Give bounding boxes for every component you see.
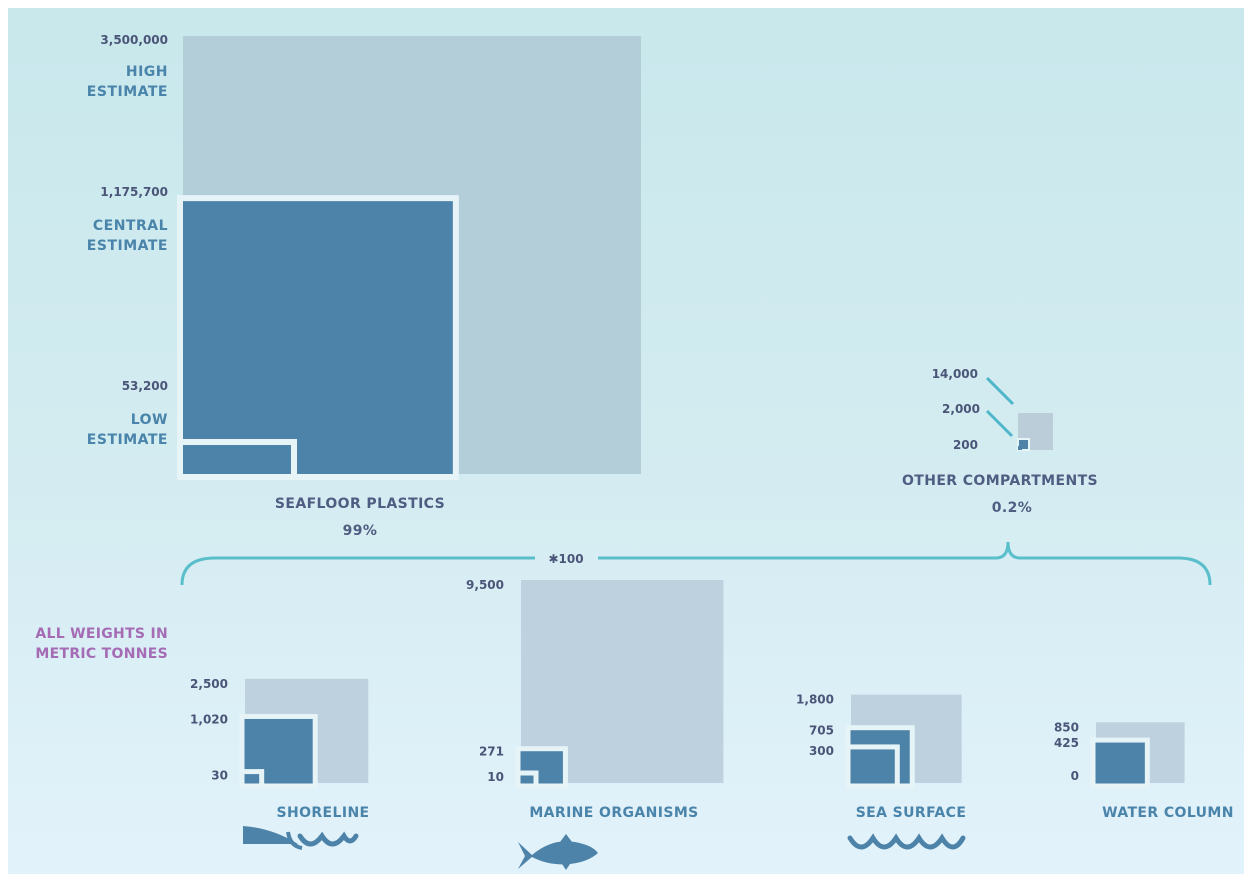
marine-organisms-high-value: 9,500 bbox=[466, 578, 504, 592]
marine-organisms-central-value: 271 bbox=[479, 745, 504, 759]
marine-organisms-title: MARINE ORGANISMS bbox=[529, 805, 698, 821]
marine-organisms-low-square bbox=[515, 770, 539, 789]
compartments-detail: 2,500 1,020 30 SHORELINE 9,500 271 10 MARINE OR… bbox=[190, 578, 1234, 821]
sea-surface-title: SEA SURFACE bbox=[856, 805, 967, 821]
scale-factor-label: ✱100 bbox=[548, 552, 583, 566]
high-estimate-label-2: ESTIMATE bbox=[87, 84, 168, 100]
other-central-value: 2,000 bbox=[942, 402, 980, 416]
other-compartments-group: 14,000 2,000 200 OTHER COMPARTMENTS 0.2% bbox=[902, 367, 1098, 516]
units-note-line-2: METRIC TONNES bbox=[35, 646, 168, 662]
water-column-central-square bbox=[1090, 737, 1150, 789]
sea-surface-high-value: 1,800 bbox=[796, 693, 834, 707]
water-column-high-value: 850 bbox=[1054, 720, 1079, 734]
seafloor-central-square bbox=[177, 195, 459, 480]
seafloor-group: 3,500,000 HIGH ESTIMATE 1,175,700 CENTRA… bbox=[87, 33, 641, 539]
water-column-title: WATER COLUMN bbox=[1102, 805, 1234, 821]
shoreline-low-value: 30 bbox=[211, 769, 228, 783]
low-estimate-label-1: LOW bbox=[131, 412, 168, 428]
seafloor-low-value: 53,200 bbox=[122, 379, 168, 393]
shoreline-low-square bbox=[239, 769, 265, 789]
seafloor-high-value: 3,500,000 bbox=[100, 33, 168, 47]
other-high-value: 14,000 bbox=[932, 367, 978, 381]
seafloor-low-square bbox=[177, 438, 298, 480]
central-estimate-label-2: ESTIMATE bbox=[87, 238, 168, 254]
other-low-value: 200 bbox=[953, 438, 978, 452]
wave-surface-icon bbox=[847, 833, 966, 850]
leader-line-central bbox=[985, 409, 1014, 438]
units-note-line-1: ALL WEIGHTS IN bbox=[35, 626, 168, 642]
seafloor-title: SEAFLOOR PLASTICS bbox=[275, 496, 445, 512]
high-estimate-label-1: HIGH bbox=[126, 64, 168, 80]
low-estimate-label-2: ESTIMATE bbox=[87, 432, 168, 448]
other-share: 0.2% bbox=[992, 500, 1032, 516]
water-column-low-value: 0 bbox=[1071, 769, 1079, 783]
seafloor-share: 99% bbox=[343, 523, 378, 539]
fish-icon bbox=[518, 834, 598, 870]
seafloor-central-value: 1,175,700 bbox=[100, 185, 168, 199]
other-low-square bbox=[1018, 446, 1022, 450]
water-column-central-value: 425 bbox=[1054, 736, 1079, 750]
shore-slope-icon bbox=[243, 826, 298, 844]
other-central-square bbox=[1017, 438, 1030, 451]
leader-line-high bbox=[985, 376, 1015, 406]
shoreline-central-value: 1,020 bbox=[190, 712, 228, 726]
shoreline-high-value: 2,500 bbox=[190, 677, 228, 691]
marine-organisms-low-value: 10 bbox=[487, 770, 504, 784]
wave-shore-icon bbox=[243, 826, 359, 850]
shoreline-title: SHORELINE bbox=[276, 805, 369, 821]
brace: ✱100 bbox=[180, 541, 1212, 586]
sea-surface-central-value: 705 bbox=[809, 724, 834, 738]
sea-surface-low-value: 300 bbox=[809, 744, 834, 758]
other-title: OTHER COMPARTMENTS bbox=[902, 473, 1098, 489]
sea-surface-low-square bbox=[845, 744, 900, 789]
central-estimate-label-1: CENTRAL bbox=[93, 218, 168, 234]
brace-line bbox=[180, 541, 1212, 586]
